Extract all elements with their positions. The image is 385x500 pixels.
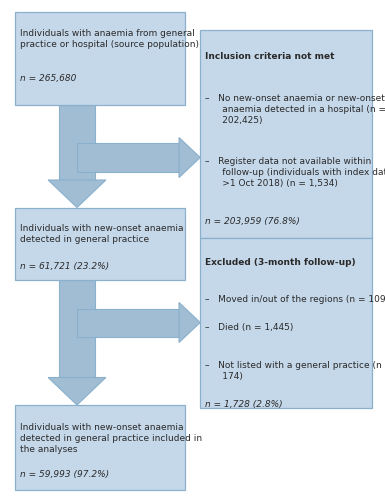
FancyBboxPatch shape	[15, 208, 185, 280]
Text: n = 265,680: n = 265,680	[20, 74, 76, 83]
Text: n = 1,728 (2.8%): n = 1,728 (2.8%)	[205, 400, 283, 409]
FancyBboxPatch shape	[200, 30, 372, 238]
Text: n = 59,993 (97.2%): n = 59,993 (97.2%)	[20, 470, 109, 480]
Text: practice or hospital (source population): practice or hospital (source population)	[20, 40, 199, 49]
Text: n = 203,959 (76.8%): n = 203,959 (76.8%)	[205, 216, 300, 226]
Text: n = 61,721 (23.2%): n = 61,721 (23.2%)	[20, 262, 109, 271]
Text: >1 Oct 2018) (n = 1,534): >1 Oct 2018) (n = 1,534)	[205, 179, 338, 188]
Text: Excluded (3-month follow-up): Excluded (3-month follow-up)	[205, 258, 355, 267]
Polygon shape	[48, 180, 106, 208]
Polygon shape	[179, 138, 200, 177]
Text: anaemia detected in a hospital (n =: anaemia detected in a hospital (n =	[205, 106, 385, 114]
Text: –   Not listed with a general practice (n =: – Not listed with a general practice (n …	[205, 360, 385, 370]
FancyBboxPatch shape	[15, 12, 185, 105]
Text: Inclusion criteria not met: Inclusion criteria not met	[205, 52, 334, 60]
Polygon shape	[179, 302, 200, 343]
Bar	[77, 144, 179, 172]
FancyBboxPatch shape	[200, 238, 372, 408]
Polygon shape	[48, 378, 106, 405]
Text: –   No new-onset anaemia or new-onset: – No new-onset anaemia or new-onset	[205, 94, 385, 104]
Text: –   Moved in/out of the regions (n = 109): – Moved in/out of the regions (n = 109)	[205, 296, 385, 304]
Text: –   Died (n = 1,445): – Died (n = 1,445)	[205, 323, 293, 332]
Text: –   Register data not available within: – Register data not available within	[205, 157, 371, 166]
FancyBboxPatch shape	[15, 405, 185, 490]
Bar	[77, 308, 179, 336]
Bar	[59, 105, 95, 180]
Text: Individuals with new-onset anaemia: Individuals with new-onset anaemia	[20, 423, 184, 432]
Text: 174): 174)	[205, 372, 243, 380]
Text: detected in general practice: detected in general practice	[20, 236, 149, 244]
Text: 202,425): 202,425)	[205, 116, 262, 125]
Bar	[59, 280, 95, 378]
Text: detected in general practice included in: detected in general practice included in	[20, 434, 202, 443]
Text: follow-up (individuals with index date: follow-up (individuals with index date	[205, 168, 385, 177]
Text: the analyses: the analyses	[20, 445, 77, 454]
Text: Individuals with new-onset anaemia: Individuals with new-onset anaemia	[20, 224, 184, 233]
Text: Individuals with anaemia from general: Individuals with anaemia from general	[20, 29, 195, 38]
